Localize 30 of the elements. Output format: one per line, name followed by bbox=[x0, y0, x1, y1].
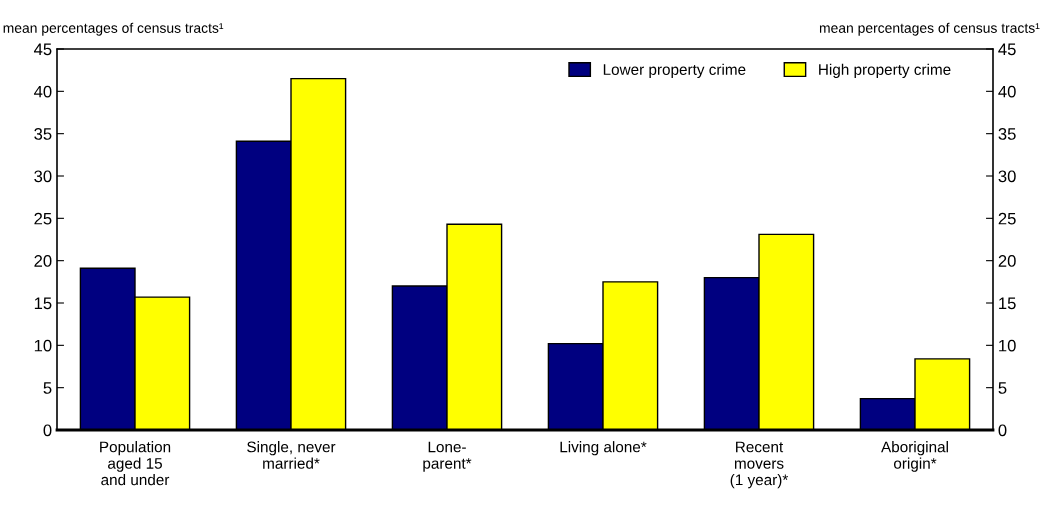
y-tick-label: 40 bbox=[33, 85, 52, 98]
legend-label: Lower property crime bbox=[603, 63, 746, 78]
y-tick-label: 0 bbox=[43, 424, 52, 437]
x-tick-label: Living alone* bbox=[560, 441, 647, 456]
x-tick-label: Population aged 15 and under bbox=[100, 441, 171, 486]
y2-tick-label: 25 bbox=[998, 212, 1016, 225]
y2-tick-label: 5 bbox=[998, 382, 1007, 394]
y-tick-label: 15 bbox=[34, 297, 52, 310]
y2-tick-label: 40 bbox=[998, 85, 1016, 98]
y-tick-label: 35 bbox=[34, 128, 52, 140]
y2-axis-title: mean percentages of census tracts¹ bbox=[819, 22, 1040, 36]
y-tick-label: 25 bbox=[34, 212, 52, 225]
y-tick-label: 20 bbox=[34, 255, 52, 267]
y2-tick-label: 0 bbox=[998, 424, 1007, 437]
y-tick-label: 5 bbox=[43, 382, 52, 394]
x-tick-label: Aboriginal origin* bbox=[881, 441, 948, 472]
y2-tick-label: 35 bbox=[998, 128, 1016, 140]
x-tick-label: Recent movers (1 year)* bbox=[730, 441, 789, 489]
y2-tick-label: 45 bbox=[998, 43, 1016, 56]
x-tick-label: Lone- parent* bbox=[423, 441, 472, 472]
y-axis-title: mean percentages of census tracts¹ bbox=[3, 22, 224, 36]
y-tick-label: 10 bbox=[34, 339, 52, 352]
y2-tick-label: 15 bbox=[999, 297, 1016, 310]
legend-label: High property crime bbox=[819, 63, 951, 78]
y2-tick-label: 20 bbox=[998, 255, 1016, 267]
y-tick-label: 45 bbox=[33, 43, 52, 56]
y2-tick-label: 10 bbox=[999, 339, 1016, 352]
y-tick-label: 30 bbox=[34, 170, 52, 183]
y2-tick-label: 30 bbox=[998, 170, 1016, 183]
x-tick-label: Single, never married* bbox=[247, 441, 336, 469]
